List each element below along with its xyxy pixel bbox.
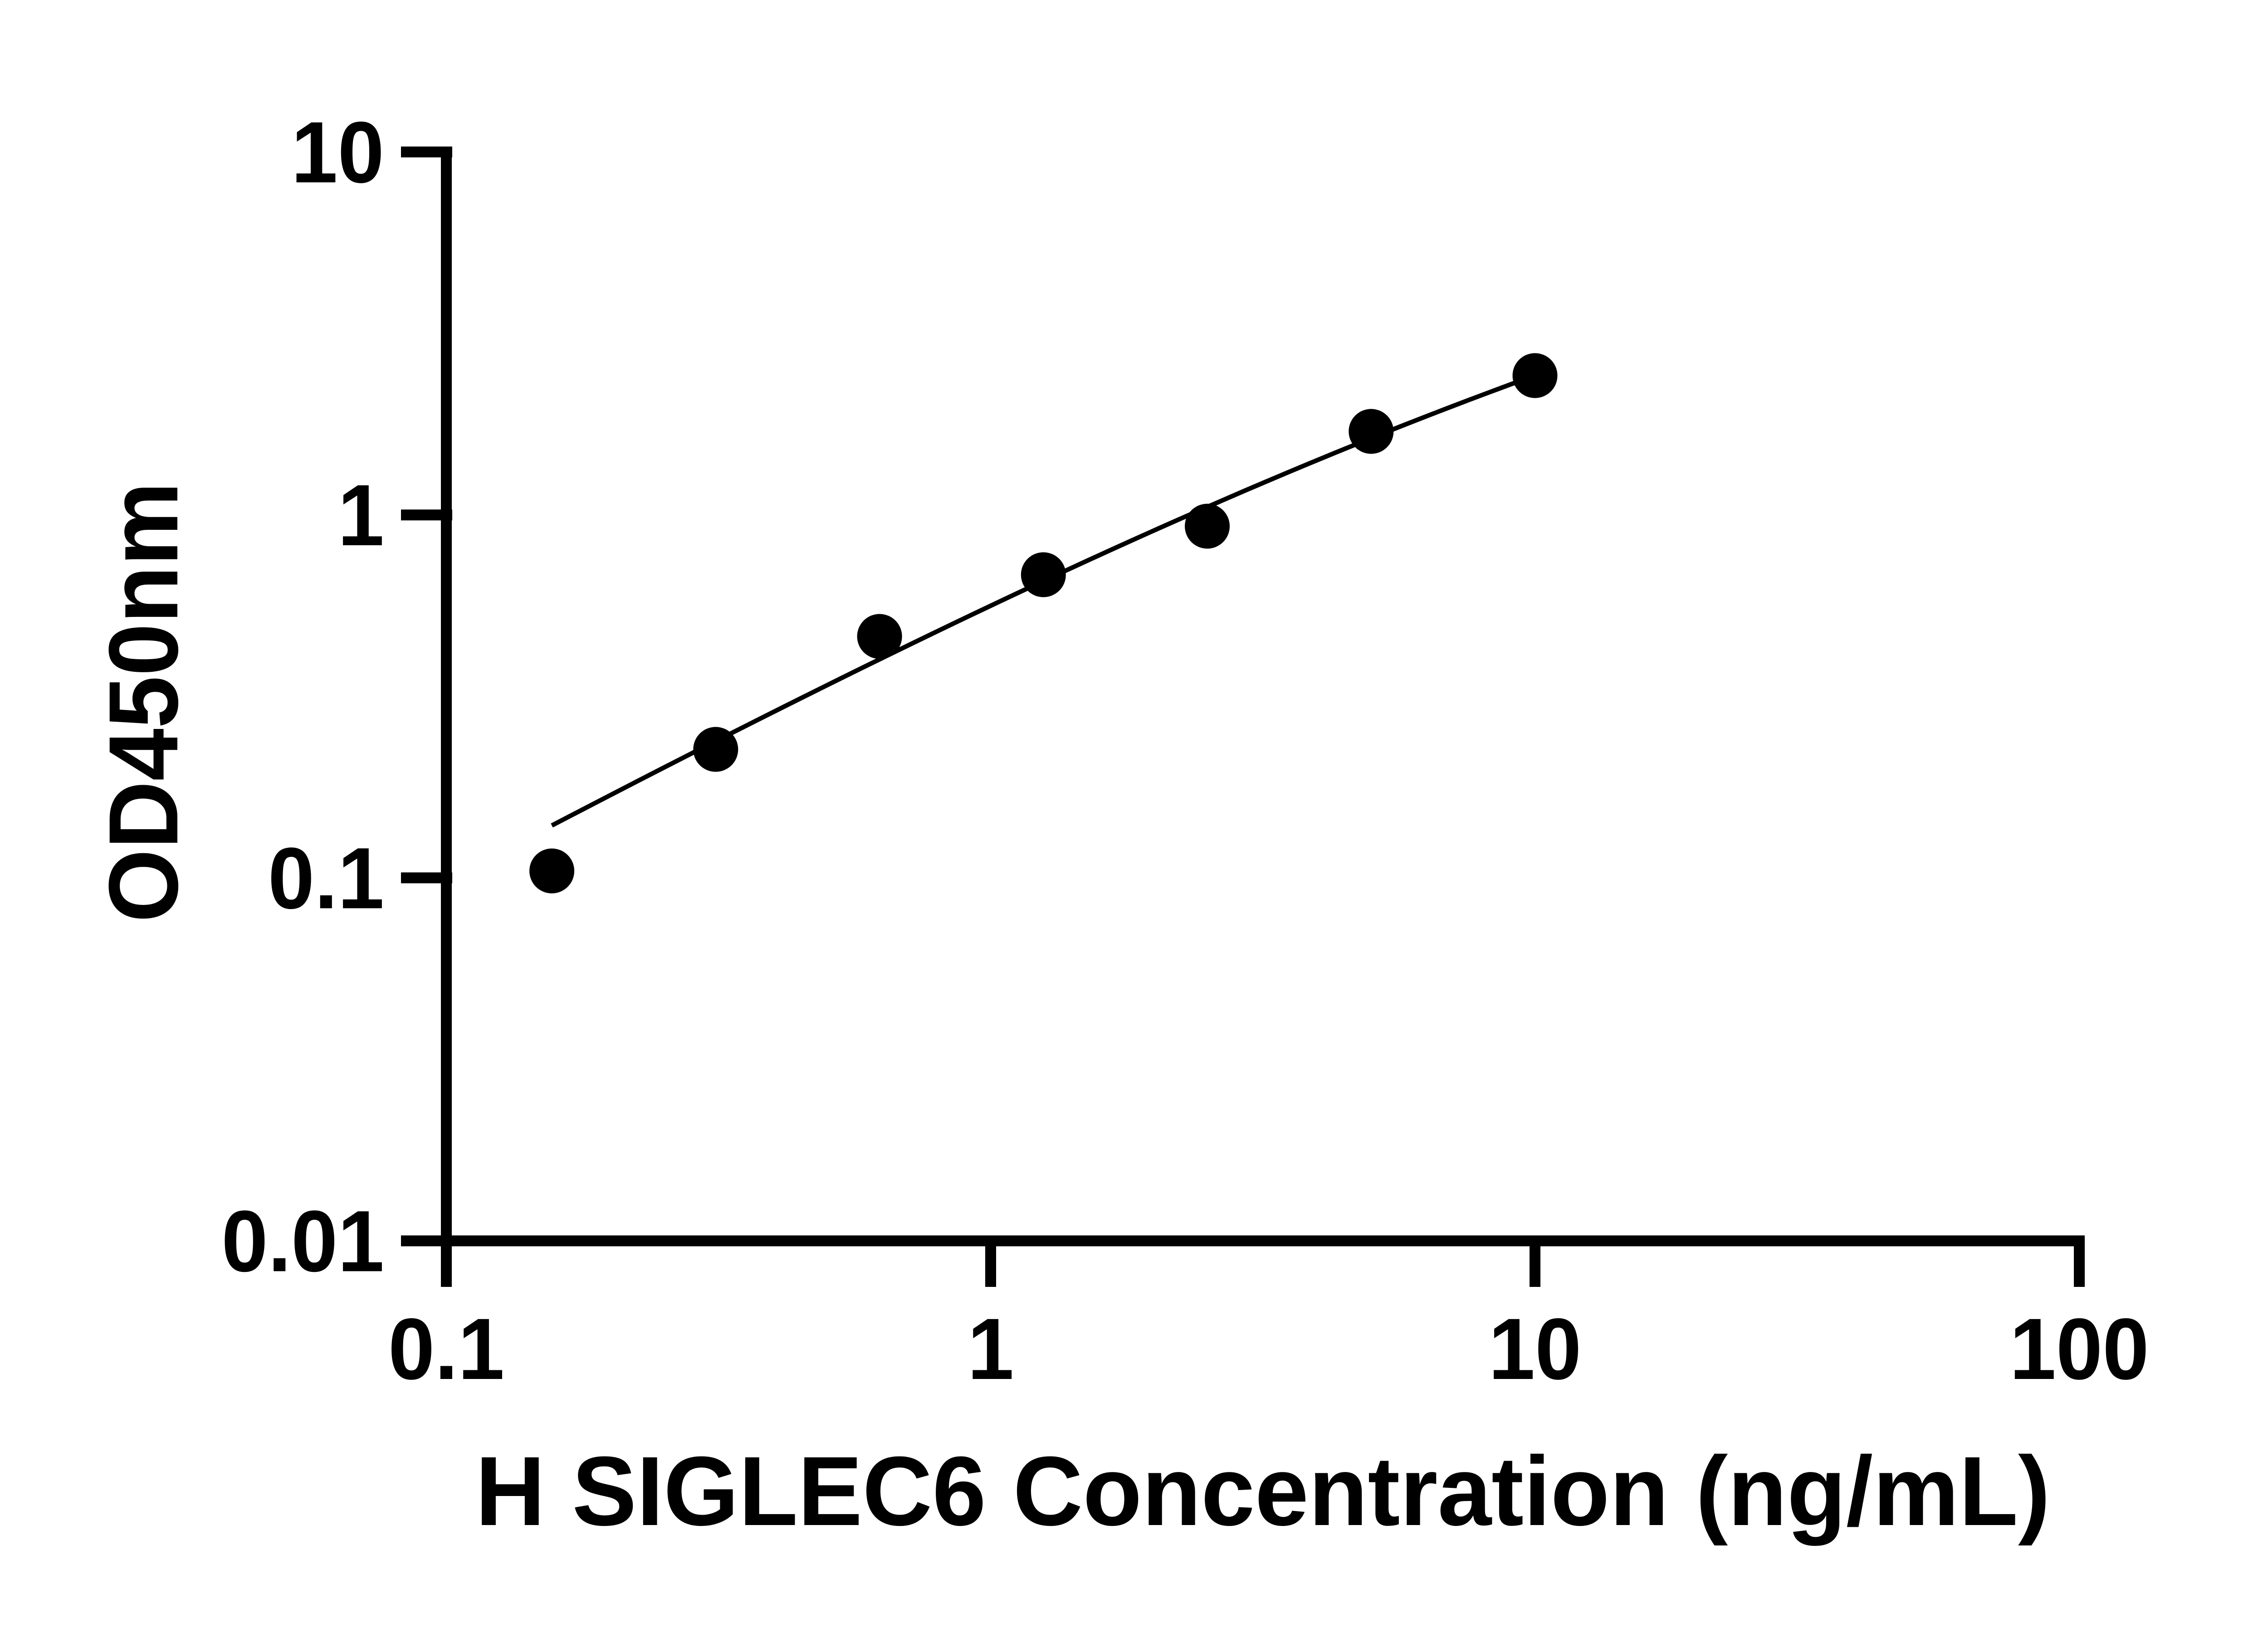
svg-text:0.1: 0.1: [388, 1301, 504, 1398]
svg-text:10: 10: [1488, 1301, 1581, 1398]
svg-text:OD450nm: OD450nm: [89, 482, 199, 922]
svg-text:10: 10: [291, 104, 384, 201]
svg-text:0.01: 0.01: [221, 1193, 384, 1290]
svg-text:1: 1: [337, 467, 384, 564]
svg-text:100: 100: [2009, 1301, 2149, 1398]
svg-text:H SIGLEC6 Concentration (ng/mL: H SIGLEC6 Concentration (ng/mL): [475, 1436, 2050, 1546]
svg-text:0.1: 0.1: [268, 830, 384, 927]
svg-text:1: 1: [968, 1301, 1014, 1398]
